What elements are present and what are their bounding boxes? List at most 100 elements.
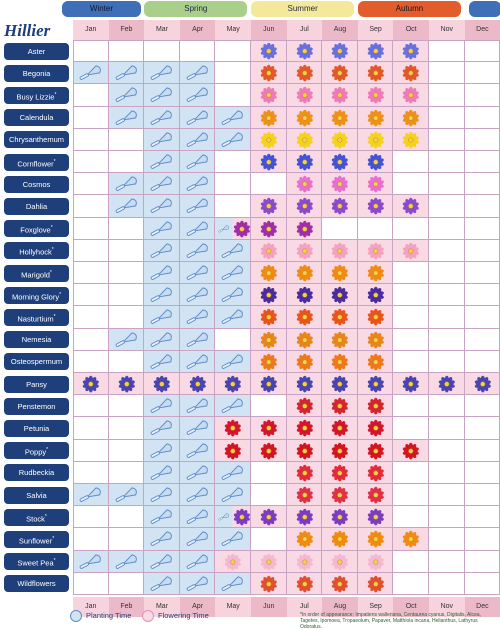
cell-begonia-feb <box>108 62 145 85</box>
top-month-jul: Jul <box>286 20 323 40</box>
begonia-flower-icon <box>260 64 277 82</box>
cell-calendula-jun <box>251 106 287 129</box>
cell-morning-glory-apr <box>179 284 216 307</box>
plant-name: Sweet Pea <box>17 558 54 568</box>
cell-petunia-apr <box>179 417 216 440</box>
cell-stock-jun <box>251 506 287 529</box>
top-month-sep: Sep <box>357 20 394 40</box>
osteospermum-flower-icon <box>367 353 384 371</box>
cell-nasturtium-jun <box>251 306 287 329</box>
trowel-icon <box>222 309 244 325</box>
nemesia-flower-icon <box>260 331 277 349</box>
stock-flower-icon <box>367 508 384 526</box>
cell-marigold-sep <box>357 262 394 285</box>
trowel-icon <box>222 243 244 258</box>
bottom-month-dec: Dec <box>464 597 500 617</box>
cell-cosmos-apr <box>179 173 216 196</box>
cell-nemesia-feb <box>108 328 145 351</box>
cell-sweet-pea-dec <box>464 550 500 573</box>
cell-foxglove-oct <box>393 217 429 240</box>
footnote-marker: * <box>44 513 47 520</box>
sunflower-flower-icon <box>331 531 349 548</box>
plant-name: Nasturtium <box>17 314 54 324</box>
cell-sweet-pea-apr <box>179 550 216 573</box>
busy-lizzie-flower-icon <box>296 87 313 104</box>
cosmos-flower-icon <box>331 175 349 193</box>
calendula-flower-icon <box>296 109 313 127</box>
cell-nemesia-may <box>215 328 251 351</box>
cell-calendula-oct <box>393 106 429 129</box>
rudbeckia-flower-icon <box>331 464 349 482</box>
cell-salvia-may <box>215 484 251 507</box>
poppy-flower-icon <box>225 442 242 460</box>
plant-name: Aster <box>27 46 46 56</box>
busy-lizzie-flower-icon <box>260 87 277 104</box>
hollyhock-flower-icon <box>403 242 420 260</box>
trowel-icon <box>150 109 173 125</box>
cell-salvia-mar <box>144 484 180 507</box>
cell-hollyhock-apr <box>179 239 216 262</box>
top-month-nov: Nov <box>429 20 465 40</box>
cell-salvia-feb <box>108 484 145 507</box>
cell-begonia-jul <box>286 62 323 85</box>
cell-begonia-mar <box>144 62 180 85</box>
trowel-icon <box>150 420 173 436</box>
cell-dahlia-may <box>215 195 251 218</box>
cell-cosmos-sep <box>357 173 394 196</box>
cell-wildflowers-nov <box>429 572 465 595</box>
cell-cosmos-jan <box>73 173 109 196</box>
calendula-flower-icon <box>331 109 349 127</box>
trowel-icon <box>186 65 208 81</box>
aster-flower-icon <box>260 42 277 60</box>
cell-wildflowers-may <box>215 572 251 595</box>
morning-glory-flower-icon <box>260 286 277 304</box>
cell-pansy-jun <box>251 373 287 396</box>
cell-cornflower-mar <box>144 151 180 174</box>
petunia-flower-icon <box>225 420 242 437</box>
cell-osteospermum-aug <box>322 350 358 373</box>
cell-osteospermum-may <box>215 350 251 373</box>
morning-glory-flower-icon <box>367 286 384 304</box>
cell-stock-may <box>215 506 251 529</box>
cell-marigold-jan <box>73 262 109 285</box>
cell-rudbeckia-apr <box>179 461 216 484</box>
cell-stock-jul <box>286 506 323 529</box>
trowel-icon <box>222 265 244 280</box>
plant-label-poppy: Poppy* <box>4 442 69 460</box>
cell-cornflower-feb <box>108 151 145 174</box>
cell-nemesia-dec <box>464 328 500 351</box>
cell-petunia-mar <box>144 417 180 440</box>
wildflowers-flower-icon <box>260 575 277 593</box>
cell-morning-glory-jul <box>286 284 323 307</box>
cell-begonia-aug <box>322 62 358 85</box>
trowel-icon <box>150 576 173 591</box>
bottom-month-apr: Apr <box>179 597 216 617</box>
plant-label-penstemon: Penstemon <box>4 397 69 415</box>
nasturtium-flower-icon <box>260 309 277 326</box>
pansy-flower-icon <box>331 375 349 393</box>
pansy-flower-icon <box>225 375 242 393</box>
cell-aster-feb <box>108 40 145 63</box>
cell-busy-lizzie-may <box>215 84 251 107</box>
plant-name: Stock <box>26 514 45 524</box>
marigold-flower-icon <box>296 264 313 282</box>
footnote-marker: * <box>53 558 56 565</box>
cell-stock-feb <box>108 506 145 529</box>
cell-hollyhock-jun <box>251 239 287 262</box>
cell-aster-sep <box>357 40 394 63</box>
cell-foxglove-jun <box>251 217 287 240</box>
trowel-icon <box>186 220 208 236</box>
cell-busy-lizzie-apr <box>179 84 216 107</box>
plant-name: Rudbeckia <box>18 468 55 478</box>
cell-osteospermum-apr <box>179 350 216 373</box>
cell-marigold-aug <box>322 262 358 285</box>
trowel-icon <box>150 287 173 303</box>
hillier-logo: Hillier <box>4 21 51 40</box>
cell-chrysanthemum-oct <box>393 128 429 151</box>
cell-dahlia-feb <box>108 195 145 218</box>
trowel-icon <box>115 553 137 569</box>
plant-label-busy-lizzie: Busy Lizzie* <box>4 86 69 104</box>
dahlia-flower-icon <box>367 198 384 215</box>
cell-cosmos-oct <box>393 173 429 196</box>
cell-wildflowers-apr <box>179 572 216 595</box>
